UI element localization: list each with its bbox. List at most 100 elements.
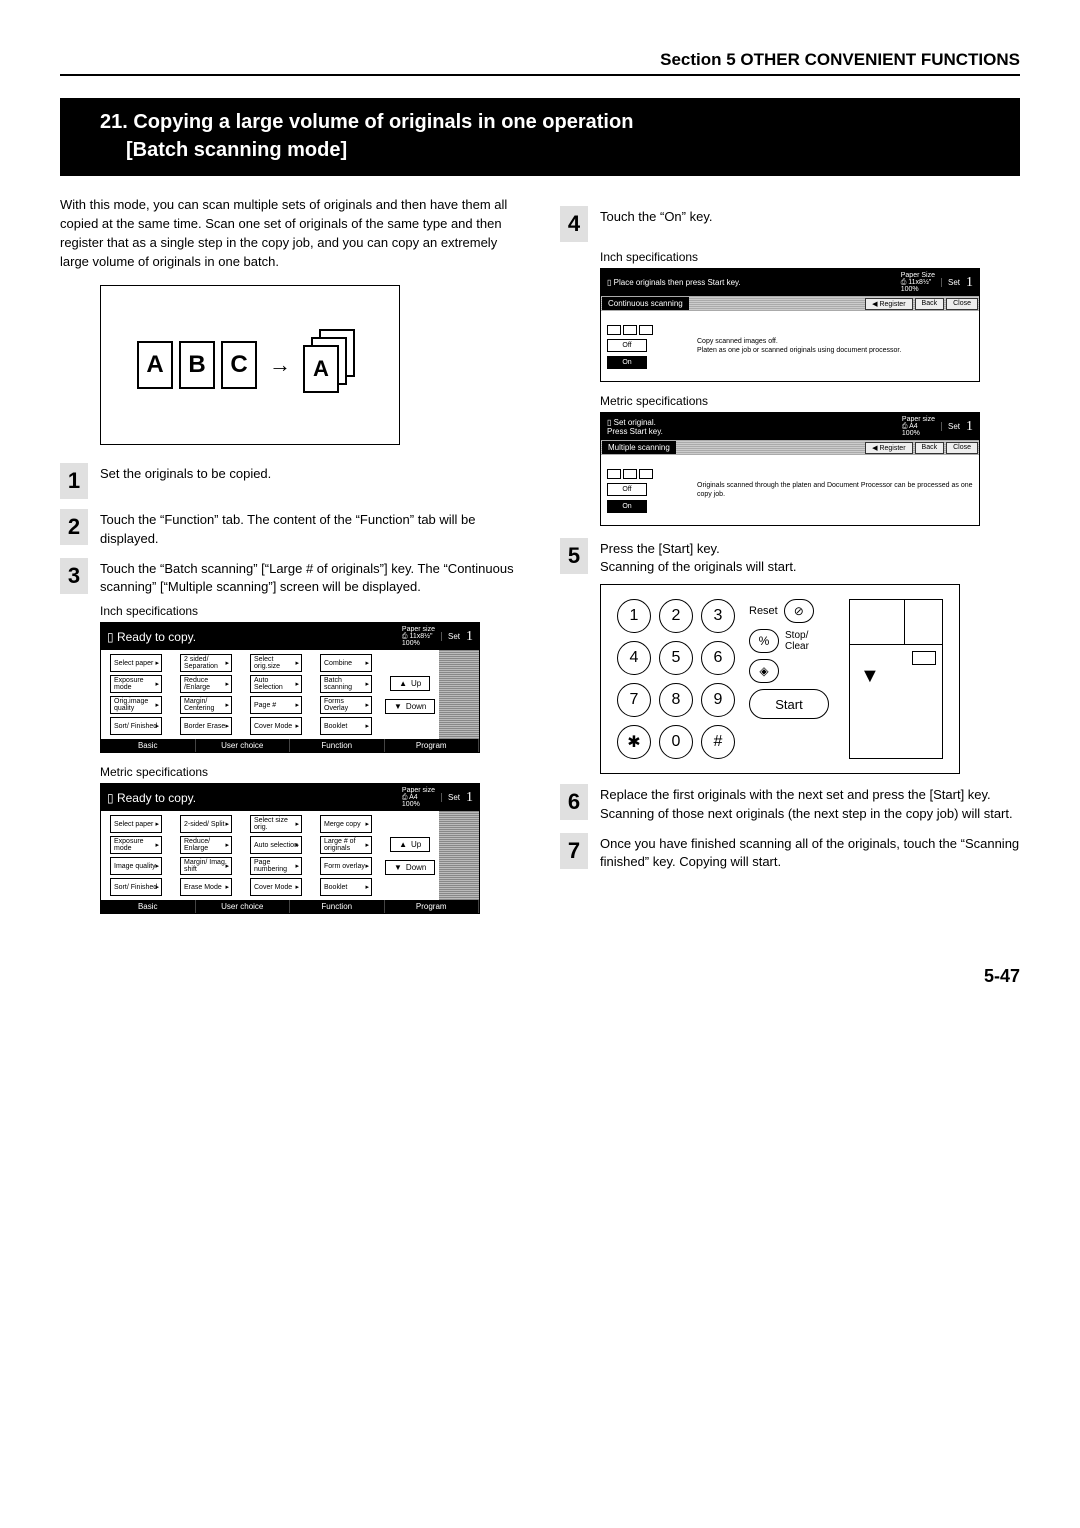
on-button[interactable]: On xyxy=(607,500,647,513)
lcd-fn-button[interactable]: Sort/ Finished xyxy=(110,878,162,896)
tab-user-choice[interactable]: User choice xyxy=(196,900,291,913)
tab-user-choice[interactable]: User choice xyxy=(196,739,291,752)
lcd-fn-button[interactable]: Combine xyxy=(320,654,372,672)
keypad-key[interactable]: 2 xyxy=(659,599,693,633)
down-button[interactable]: ▼ Down xyxy=(385,860,435,875)
lcd-fn-button[interactable]: Page numbering xyxy=(250,857,302,875)
tab-basic[interactable]: Basic xyxy=(101,900,196,913)
lcd-fn-button[interactable]: Batch scanning xyxy=(320,675,372,693)
stack-card-a: A xyxy=(303,345,339,393)
paper-size-label: Paper size⎙ 11x8½"100% xyxy=(402,626,435,647)
lcd-fn-button[interactable]: Booklet xyxy=(320,717,372,735)
lcd-scan-header: ▯ Set original. Press Start key. xyxy=(607,418,663,436)
lcd-fn-button[interactable]: Orig.image quality xyxy=(110,696,162,714)
diamond-button[interactable]: ◈ xyxy=(749,659,779,683)
tab-function[interactable]: Function xyxy=(290,900,385,913)
lcd-fn-button[interactable]: Select orig.size xyxy=(250,654,302,672)
register-button[interactable]: ◀ Register xyxy=(865,298,912,310)
lcd-ready-inch: ▯ Ready to copy. Paper size⎙ 11x8½"100% … xyxy=(100,622,480,753)
lcd-scan-metric: ▯ Set original. Press Start key. Paper s… xyxy=(600,412,980,526)
reset-button[interactable]: ⊘ xyxy=(784,599,814,623)
keypad-key[interactable]: 6 xyxy=(701,641,735,675)
lcd-fn-button[interactable]: Margin/ Imag. shift xyxy=(180,857,232,875)
lcd-fn-button[interactable]: Border Erase xyxy=(180,717,232,735)
lcd-fn-button[interactable]: Select paper xyxy=(110,815,162,833)
up-button[interactable]: ▲ Up xyxy=(390,676,430,691)
set-label: Set xyxy=(941,422,960,431)
page-number: 5-47 xyxy=(60,966,1020,987)
close-button[interactable]: Close xyxy=(946,442,978,454)
lcd-updown: ▲ Up ▼ Down xyxy=(381,811,439,900)
step-6-text: Replace the first originals with the nex… xyxy=(600,784,1020,822)
keypad-diagram: 123456789✱0# Reset ⊘ % Stop/ Clear ◈ Sta… xyxy=(600,584,960,774)
tab-basic[interactable]: Basic xyxy=(101,739,196,752)
lcd-fn-button[interactable]: Margin/ Centering xyxy=(180,696,232,714)
keypad-key[interactable]: 1 xyxy=(617,599,651,633)
off-button[interactable]: Off xyxy=(607,339,647,352)
keypad-key[interactable]: # xyxy=(701,725,735,759)
register-button[interactable]: ◀ Register xyxy=(865,442,912,454)
card-c: C xyxy=(221,341,257,389)
set-count: 1 xyxy=(966,275,973,291)
lcd-hatch xyxy=(439,811,475,900)
tab-program[interactable]: Program xyxy=(385,900,480,913)
close-button[interactable]: Close xyxy=(946,298,978,310)
lcd-fn-button[interactable]: Form overlay xyxy=(320,857,372,875)
keypad-key[interactable]: 0 xyxy=(659,725,693,759)
lcd-fn-button[interactable]: Auto selection xyxy=(250,836,302,854)
keypad-key[interactable]: 4 xyxy=(617,641,651,675)
keypad-key[interactable]: 8 xyxy=(659,683,693,717)
step-number-icon: 4 xyxy=(560,206,588,242)
lcd-fn-button[interactable]: Image quality xyxy=(110,857,162,875)
lcd-fn-button[interactable]: Cover Mode xyxy=(250,717,302,735)
back-button[interactable]: Back xyxy=(915,442,945,454)
stopclear-label: Stop/ Clear xyxy=(785,630,809,652)
keypad: 123 456 789 ✱0# xyxy=(617,599,735,759)
keypad-key[interactable]: 3 xyxy=(701,599,735,633)
lcd-fn-button[interactable]: Sort/ Finished xyxy=(110,717,162,735)
lcd-fn-button[interactable]: Merge copy xyxy=(320,815,372,833)
lcd-fn-button[interactable]: Booklet xyxy=(320,878,372,896)
lcd-fn-button[interactable]: Forms Overlay xyxy=(320,696,372,714)
lcd-fn-button[interactable]: Page # xyxy=(250,696,302,714)
title-line-2: [Batch scanning mode] xyxy=(100,136,1000,164)
lcd-fn-button[interactable]: Auto Selection xyxy=(250,675,302,693)
paper-size-label: Paper size⎙ A4100% xyxy=(402,787,435,808)
lcd-fn-button[interactable]: Reduce /Enlarge xyxy=(180,675,232,693)
lcd-fn-button[interactable]: Cover Mode xyxy=(250,878,302,896)
keypad-key[interactable]: ✱ xyxy=(617,725,651,759)
up-button[interactable]: ▲ Up xyxy=(390,837,430,852)
abc-diagram: A B C → C B A xyxy=(100,285,400,445)
lcd-tabs: Basic User choice Function Program xyxy=(101,739,479,752)
lcd-fn-button[interactable]: Erase Mode xyxy=(180,878,232,896)
step-number-icon: 1 xyxy=(60,463,88,499)
lcd-fn-button[interactable]: Large # of originals xyxy=(320,836,372,854)
set-label: Set xyxy=(941,278,960,287)
lcd-fn-button[interactable]: Select paper xyxy=(110,654,162,672)
on-button[interactable]: On xyxy=(607,356,647,369)
keypad-key[interactable]: 5 xyxy=(659,641,693,675)
step-5-text: Press the [Start] key. Scanning of the o… xyxy=(600,538,797,576)
off-button[interactable]: Off xyxy=(607,483,647,496)
lcd-fn-button[interactable]: Exposure mode xyxy=(110,836,162,854)
back-button[interactable]: Back xyxy=(915,298,945,310)
mode-label: Multiple scanning xyxy=(602,441,676,454)
left-column: With this mode, you can scan multiple se… xyxy=(60,196,520,926)
start-button[interactable]: Start xyxy=(749,689,829,719)
down-button[interactable]: ▼ Down xyxy=(385,699,435,714)
keypad-key[interactable]: 9 xyxy=(701,683,735,717)
down-arrow-icon: ▼ xyxy=(860,665,880,688)
keypad-key[interactable]: 7 xyxy=(617,683,651,717)
lcd-hatch xyxy=(475,650,479,739)
set-count: 1 xyxy=(966,419,973,435)
step-2: 2 Touch the “Function” tab. The content … xyxy=(60,509,520,547)
tab-program[interactable]: Program xyxy=(385,739,480,752)
lcd-fn-button[interactable]: Select size orig. xyxy=(250,815,302,833)
lcd-fn-button[interactable]: 2-sided/ Split xyxy=(180,815,232,833)
lcd-fn-button[interactable]: Exposure mode xyxy=(110,675,162,693)
tab-function[interactable]: Function xyxy=(290,739,385,752)
lcd-fn-button[interactable]: 2 sided/ Separation xyxy=(180,654,232,672)
lcd-fn-button[interactable]: Reduce/ Enlarge xyxy=(180,836,232,854)
pct-button[interactable]: % xyxy=(749,629,779,653)
step-5: 5 Press the [Start] key. Scanning of the… xyxy=(560,538,1020,576)
